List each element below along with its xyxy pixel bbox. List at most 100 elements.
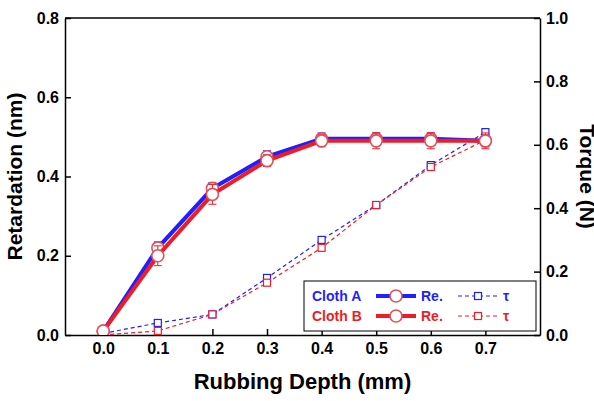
legend-marker (390, 310, 402, 322)
series-line (103, 141, 485, 331)
tick-mark (65, 335, 71, 337)
tick-mark (534, 81, 540, 83)
tick-mark (267, 329, 269, 335)
marker (427, 163, 434, 170)
marker (154, 319, 161, 326)
tick-mark (534, 18, 540, 20)
marker (264, 279, 271, 286)
axis-line (66, 335, 541, 337)
tick-label: 0.0 (546, 327, 568, 344)
frame-top (65, 17, 540, 19)
legend-label: Re. (421, 308, 443, 324)
tick: 0.3 (256, 329, 278, 357)
tick: 0.0 (37, 327, 71, 344)
legend-item: τ (458, 308, 510, 324)
marker (479, 135, 491, 147)
error-bar-cap (372, 132, 380, 133)
tick-label: 0.8 (546, 73, 568, 90)
tick-label: 0.2 (202, 340, 224, 357)
tick-mark (65, 97, 71, 99)
marker (318, 236, 325, 243)
legend-item: τ (458, 288, 510, 304)
marker (373, 202, 380, 209)
tick-label: 1.0 (546, 10, 568, 27)
axis: 0.0 0.1 0.2 0.3 0.4 0.5 0.6 0.7 (66, 329, 541, 357)
y2-axis-title: Torque (N) (576, 124, 594, 229)
tick-label: 0.7 (475, 340, 497, 357)
tick-label: 0.4 (37, 168, 59, 185)
chart: 0.00.10.20.30.40.50.60.70.00.20.40.60.80… (0, 0, 594, 401)
axis: 0.0 0.2 0.4 0.6 0.8 (37, 10, 71, 344)
plot: 0.00.10.20.30.40.50.60.70.00.20.40.60.80… (37, 10, 569, 358)
error-bar-cap (154, 265, 162, 266)
tick: 0.2 (37, 247, 71, 264)
tick: 0.2 (534, 263, 568, 280)
tick: 0.6 (420, 329, 442, 357)
tick: 1.0 (534, 10, 568, 27)
marker (206, 188, 218, 200)
marker (370, 135, 382, 147)
tick-mark (534, 271, 540, 273)
marker (152, 250, 164, 262)
error-bar-cap (208, 204, 216, 205)
legend-box (304, 281, 536, 331)
error-bar-cap (481, 148, 489, 149)
x-axis-title: Rubbing Depth (mm) (194, 369, 412, 394)
tick: 0.2 (202, 329, 224, 357)
error-bar-cap (372, 132, 380, 133)
marker (261, 155, 273, 167)
error-bar-cap (372, 148, 380, 149)
tick-label: 0.2 (546, 263, 568, 280)
error-bar-cap (154, 245, 162, 246)
marker (425, 135, 437, 147)
tick: 0.8 (534, 73, 568, 90)
error-bar-cap (427, 148, 435, 149)
tick-label: 0.4 (311, 340, 333, 357)
tick-mark (65, 256, 71, 258)
error-bar-cap (481, 132, 489, 133)
tick-label: 0.1 (147, 340, 169, 357)
tick-label: 0.2 (37, 247, 59, 264)
tick: 0.5 (366, 329, 388, 357)
legend-group-label: Cloth A (312, 288, 361, 304)
error-bar-cap (427, 132, 435, 133)
tick-mark (534, 145, 540, 147)
tick: 0.6 (37, 89, 71, 106)
tick-label: 0.0 (37, 327, 59, 344)
tick-mark (534, 335, 540, 337)
legend-label: τ (503, 288, 510, 304)
legend-label: Re. (421, 288, 443, 304)
series-line (103, 139, 485, 331)
tick-label: 0.5 (366, 340, 388, 357)
marker (373, 202, 380, 209)
legend-marker (475, 293, 482, 300)
tick-label: 0.6 (420, 340, 442, 357)
marker (318, 244, 325, 251)
tick-label: 0.6 (546, 136, 568, 153)
tick-mark (65, 18, 71, 20)
marker (316, 135, 328, 147)
y-axis-title: Retardation (nm) (3, 93, 26, 261)
legend-item: Re. (376, 288, 443, 304)
error-bar-cap (427, 132, 435, 133)
axis: 0.0 0.2 0.4 0.6 0.8 1.0 (534, 10, 568, 344)
legend-marker (390, 290, 402, 302)
marker (154, 327, 161, 334)
marker (97, 325, 109, 335)
tick-mark (65, 176, 71, 178)
tick: 0.6 (534, 136, 568, 153)
tick: 0.4 (311, 329, 333, 357)
tick: 0.4 (37, 168, 71, 185)
marker (209, 311, 216, 318)
tick: 0.4 (534, 200, 568, 217)
series-line (103, 132, 485, 333)
tick-label: 0.0 (93, 340, 115, 357)
error-bar-cap (208, 184, 216, 185)
marker (209, 311, 216, 318)
marker (97, 325, 109, 335)
tick-label: 0.8 (37, 10, 59, 27)
tick-label: 0.6 (37, 89, 59, 106)
legend-group-label: Cloth B (312, 308, 362, 324)
legend-item: Re. (376, 308, 443, 324)
marker (479, 135, 491, 147)
